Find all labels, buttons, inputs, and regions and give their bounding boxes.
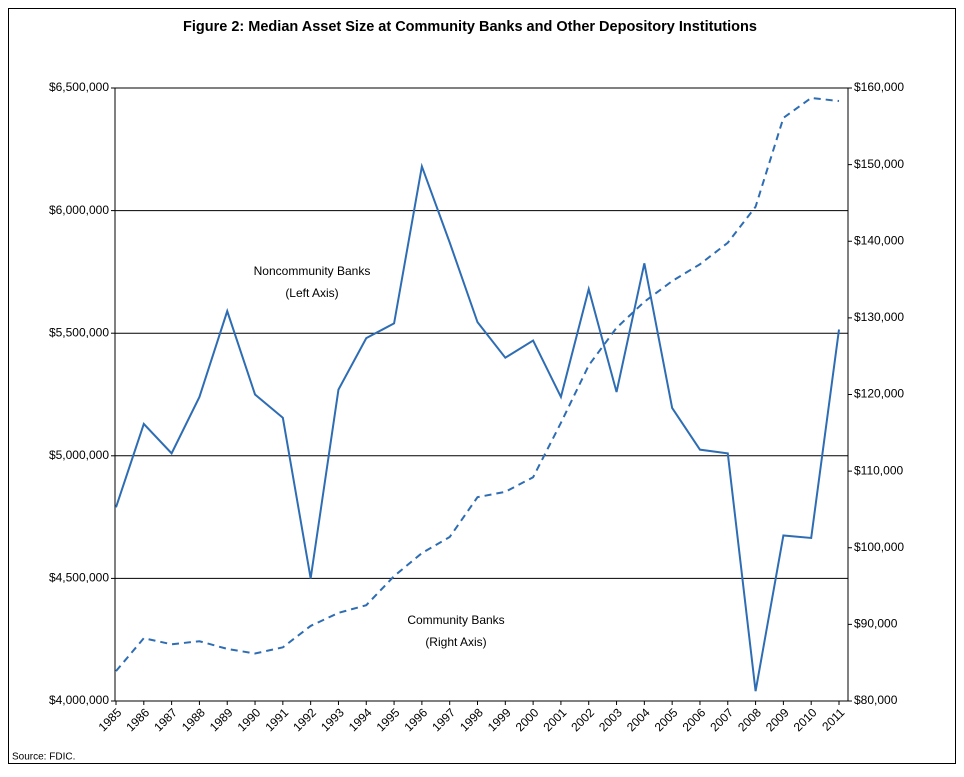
x-tick-label: 1997 bbox=[429, 705, 458, 734]
x-tick-label: 1989 bbox=[207, 705, 236, 734]
x-tick-label: 1998 bbox=[457, 705, 486, 734]
x-tick-label: 1985 bbox=[96, 705, 125, 734]
x-tick-label: 2004 bbox=[624, 705, 653, 734]
x-tick-label: 2007 bbox=[707, 705, 736, 734]
y-tick-label: $4,500,000 bbox=[49, 571, 109, 585]
x-tick-label: 1992 bbox=[290, 705, 319, 734]
x-tick-label: 2006 bbox=[680, 705, 709, 734]
x-tick-label: 2008 bbox=[735, 705, 764, 734]
x-tick-label: 1991 bbox=[262, 705, 291, 734]
x-tick-label: 1986 bbox=[123, 705, 152, 734]
series-axis-note: (Left Axis) bbox=[285, 286, 338, 300]
source: Source: FDIC. bbox=[12, 752, 75, 763]
x-tick-label: 2001 bbox=[541, 705, 570, 734]
y2-tick-label: $90,000 bbox=[854, 617, 898, 631]
x-tick-label: 2002 bbox=[568, 705, 597, 734]
y2-tick-label: $80,000 bbox=[854, 693, 898, 707]
y-tick-label: $6,500,000 bbox=[49, 80, 109, 94]
series-line bbox=[115, 96, 840, 672]
x-tick-label: 2005 bbox=[652, 705, 681, 734]
y2-tick-label: $140,000 bbox=[854, 233, 904, 247]
y-tick-label: $6,000,000 bbox=[49, 203, 109, 217]
y-tick-label: $4,000,000 bbox=[49, 693, 109, 707]
x-tick-label: 1987 bbox=[151, 705, 180, 734]
plot-area bbox=[114, 87, 849, 702]
y-tick-label: $5,500,000 bbox=[49, 325, 109, 339]
x-tick-label: 1999 bbox=[485, 705, 514, 734]
x-tick-label: 2010 bbox=[791, 705, 820, 734]
x-tick-label: 1995 bbox=[374, 705, 403, 734]
y-tick-label: $5,000,000 bbox=[49, 448, 109, 462]
x-tick-label: 2011 bbox=[819, 705, 847, 733]
frame bbox=[8, 8, 956, 764]
x-tick-label: 1990 bbox=[235, 705, 264, 734]
y2-tick-label: $130,000 bbox=[854, 310, 904, 324]
x-tick-label: 1993 bbox=[318, 705, 347, 734]
y2-tick-label: $110,000 bbox=[854, 463, 903, 477]
series-label: Community Banks bbox=[407, 613, 504, 627]
series-axis-note: (Right Axis) bbox=[425, 635, 486, 649]
series-label: Noncommunity Banks bbox=[254, 264, 371, 278]
x-tick-label: 2009 bbox=[763, 705, 792, 734]
series-line bbox=[115, 162, 840, 692]
y2-tick-label: $100,000 bbox=[854, 540, 904, 554]
chart-title: Figure 2: Median Asset Size at Community… bbox=[183, 19, 757, 35]
y2-tick-label: $120,000 bbox=[854, 387, 904, 401]
x-tick-label: 2000 bbox=[513, 705, 542, 734]
y2-tick-label: $160,000 bbox=[854, 80, 904, 94]
x-tick-label: 2003 bbox=[596, 705, 625, 734]
x-tick-label: 1988 bbox=[179, 705, 208, 734]
x-tick-label: 1996 bbox=[401, 705, 430, 734]
y2-tick-label: $150,000 bbox=[854, 157, 904, 171]
x-tick-label: 1994 bbox=[346, 705, 375, 734]
